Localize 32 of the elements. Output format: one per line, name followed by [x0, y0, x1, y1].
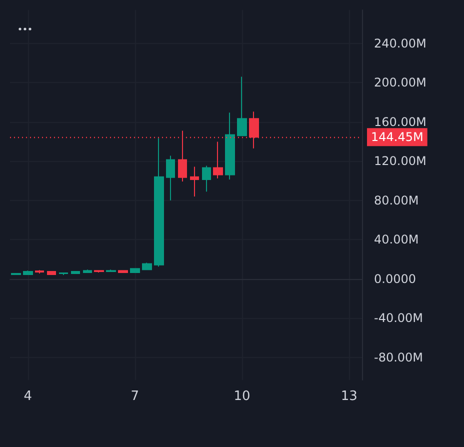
y-tick-label: -40.00M	[374, 311, 424, 326]
candlestick	[59, 272, 68, 276]
y-tick-label: -80.00M	[374, 350, 424, 364]
candlestick	[202, 165, 211, 192]
candlestick	[190, 166, 199, 197]
y-tick-label: 200.00M	[374, 76, 426, 90]
candlestick	[83, 269, 92, 274]
candlestick	[118, 270, 128, 274]
candlestick	[130, 268, 140, 274]
ref-line-label: 144.45M	[371, 130, 424, 144]
candlestick	[23, 270, 33, 275]
candlestick	[154, 138, 164, 268]
candlestick	[142, 262, 152, 270]
candlestick	[106, 269, 116, 272]
candlestick	[225, 112, 235, 180]
x-tick-label: 4	[24, 389, 32, 404]
candlestick	[47, 271, 56, 275]
candlestick	[213, 141, 223, 179]
candlestick	[237, 76, 247, 136]
y-tick-label: 240.00M	[374, 36, 426, 50]
candlestick	[71, 271, 80, 274]
y-tick-label: 80.00M	[374, 193, 419, 208]
x-tick-label: 10	[234, 389, 250, 404]
candlestick	[166, 155, 175, 201]
y-tick-label: 0.0000	[374, 272, 416, 286]
y-tick-label: 120.00M	[374, 154, 426, 168]
x-tick-label: 7	[130, 389, 140, 404]
x-tick-label: 13	[340, 389, 358, 404]
candlestick	[35, 270, 44, 274]
candlestick	[94, 270, 104, 274]
y-tick-label: 160.00M	[374, 114, 426, 129]
y-tick-label: 40.00M	[374, 232, 419, 247]
